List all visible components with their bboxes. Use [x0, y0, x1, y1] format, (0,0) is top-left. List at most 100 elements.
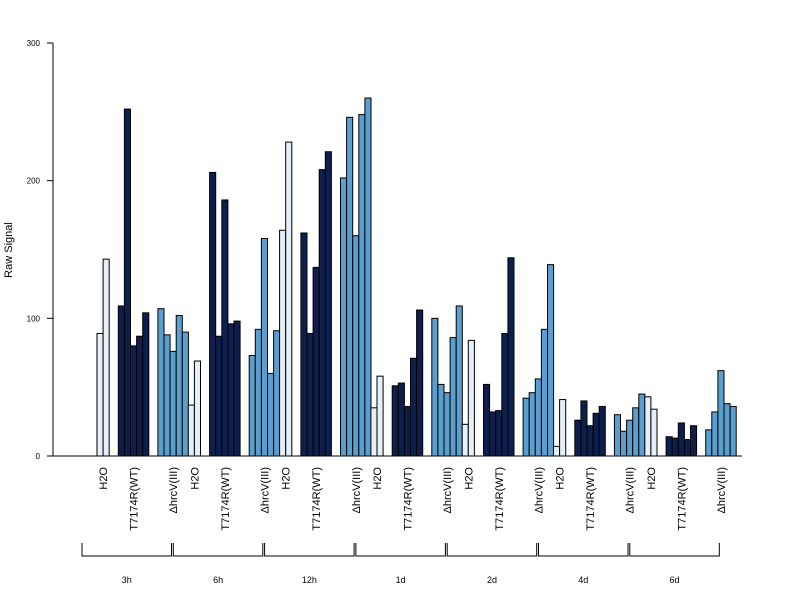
bar-3h-group2-5 — [142, 312, 150, 457]
bar-1d-group3-2 — [437, 383, 445, 457]
bar-12h-group2-2 — [306, 332, 314, 457]
group-label-4d-1: H2O — [555, 467, 567, 490]
bar-12h-group2-5 — [324, 151, 332, 457]
group-label-12h-3: ΔhrcV(III) — [351, 467, 363, 513]
bar-1d-group3-5 — [455, 305, 463, 457]
bar-6d-group1-1 — [644, 396, 652, 457]
group-label-3h-1: H2O — [98, 467, 110, 490]
bar-2d-group3-3 — [534, 378, 542, 457]
bar-4d-group3-1 — [613, 414, 622, 457]
bar-1d-group1-2 — [376, 375, 384, 457]
bar-6d-group3-3 — [717, 370, 725, 457]
bar-4d-group3-5 — [638, 393, 646, 457]
y-tick-label-0: 0 — [36, 452, 41, 461]
bar-1d-group2-1 — [391, 385, 399, 457]
bar-6d-group2-3 — [677, 422, 685, 457]
bar-6d-group2-1 — [665, 436, 673, 457]
bar-3h-group2-1 — [117, 305, 125, 457]
bar-6h-group3-5 — [273, 330, 281, 457]
bar-4d-group3-4 — [632, 407, 640, 457]
y-axis-label: Raw Signal — [3, 222, 15, 278]
bar-4d-group2-3 — [586, 425, 594, 457]
bar-12h-group3-3 — [352, 235, 360, 457]
group-label-6d-3: ΔhrcV(III) — [716, 467, 728, 513]
group-label-12h-1: H2O — [281, 467, 293, 490]
bar-12h-group3-4 — [358, 114, 366, 457]
bar-1d-group2-5 — [416, 309, 424, 457]
bar-4d-group2-5 — [598, 405, 606, 457]
bar-4d-group3-3 — [626, 419, 634, 457]
bar-6d-group3-5 — [729, 405, 737, 457]
timepoint-bracket-3h — [81, 543, 172, 557]
timepoint-bracket-4d — [538, 543, 629, 557]
bar-2d-group2-2 — [489, 411, 497, 457]
bar-2d-group3-1 — [522, 397, 530, 457]
bar-2d-group1-2 — [467, 339, 475, 457]
bar-3h-group3-1 — [157, 308, 165, 457]
group-label-6h-3: ΔhrcV(III) — [259, 467, 271, 513]
bar-4d-group1-1 — [553, 445, 561, 457]
bar-6h-group1-1 — [187, 404, 195, 457]
bar-6h-group2-1 — [209, 171, 217, 457]
bar-12h-group3-2 — [346, 116, 354, 457]
timepoint-label-6d: 6d — [669, 575, 679, 585]
group-label-2d-2: T7174R(WT) — [494, 467, 506, 531]
bar-4d-group2-1 — [574, 419, 582, 457]
bar-2d-group2-3 — [495, 410, 503, 457]
bar-3h-group2-3 — [130, 345, 138, 457]
bar-4d-group2-4 — [592, 412, 600, 457]
bar-6d-group1-2 — [650, 408, 658, 457]
bar-6h-group2-2 — [215, 335, 223, 457]
bar-2d-group1-1 — [461, 423, 469, 457]
bar-6d-group3-2 — [711, 411, 719, 457]
bar-6d-group3-4 — [723, 403, 731, 457]
bar-2d-group2-1 — [483, 383, 491, 457]
bar-6d-group3-1 — [705, 429, 713, 457]
bar-12h-group1-2 — [285, 141, 293, 457]
bar-6d-group2-2 — [671, 437, 679, 457]
bar-2d-group3-2 — [528, 392, 536, 457]
y-tick-label-100: 100 — [27, 314, 41, 323]
group-label-1d-2: T7174R(WT) — [403, 467, 415, 531]
group-label-12h-2: T7174R(WT) — [311, 467, 323, 531]
bar-4d-group3-2 — [620, 430, 628, 457]
bar-1d-group3-4 — [449, 337, 457, 457]
bar-12h-group2-4 — [318, 169, 326, 457]
bar-4d-group2-2 — [580, 400, 588, 457]
bar-6h-group2-5 — [233, 320, 241, 457]
timepoint-bracket-12h — [264, 543, 355, 557]
timepoint-label-2d: 2d — [487, 575, 497, 585]
timepoint-bracket-6h — [172, 543, 264, 557]
group-label-3h-3: ΔhrcV(III) — [168, 467, 180, 513]
bar-12h-group2-1 — [300, 232, 308, 457]
group-label-4d-3: ΔhrcV(III) — [625, 467, 637, 513]
group-label-1d-3: ΔhrcV(III) — [442, 467, 454, 513]
plot-area: 0 100 200 300 H2O T7174R(WT) ΔhrcV(III) 3h H2O T7… — [27, 39, 742, 585]
bar-6h-group3-2 — [254, 328, 262, 457]
bar-1d-group3-1 — [431, 317, 439, 457]
timepoint-label-1d: 1d — [396, 575, 406, 585]
bar-1d-group2-3 — [403, 405, 411, 457]
group-label-6d-2: T7174R(WT) — [676, 467, 688, 531]
bar-12h-group1-1 — [279, 229, 287, 457]
timepoint-label-6h: 6h — [213, 575, 223, 585]
bar-12h-group2-3 — [312, 266, 320, 457]
bar-3h-group2-4 — [136, 335, 144, 457]
y-tick-label-300: 300 — [27, 39, 41, 48]
bar-3h-group1-2 — [102, 258, 110, 457]
group-label-3h-2: T7174R(WT) — [129, 467, 141, 531]
bar-1d-group3-3 — [443, 392, 451, 457]
group-label-1d-1: H2O — [372, 467, 384, 490]
bar-6h-group2-3 — [221, 199, 229, 457]
bar-1d-group2-2 — [397, 382, 405, 457]
bar-3h-group3-2 — [163, 334, 171, 457]
group-label-2d-1: H2O — [463, 467, 475, 490]
timepoint-bracket-2d — [446, 543, 538, 557]
bar-6d-group2-4 — [683, 438, 692, 457]
bar-12h-group3-1 — [340, 177, 348, 457]
group-label-6h-1: H2O — [189, 467, 201, 490]
bar-3h-group1-1 — [96, 332, 104, 457]
bar-6d-group2-5 — [690, 425, 698, 457]
bar-6h-group3-3 — [260, 237, 268, 457]
